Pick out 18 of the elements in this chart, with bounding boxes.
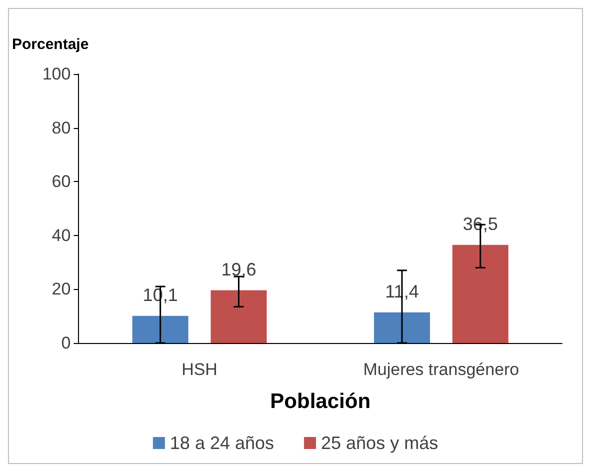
x-tick-label: HSH — [182, 360, 218, 379]
data-label: 36,5 — [462, 214, 498, 234]
bar — [210, 290, 267, 343]
y-tick-label: 40 — [52, 226, 71, 245]
y-tick-label: 60 — [52, 172, 71, 192]
y-tick-label: 80 — [52, 118, 71, 138]
data-label: 19,6 — [221, 259, 256, 280]
y-axis-title: Porcentaje — [12, 36, 89, 53]
bar — [132, 316, 188, 343]
bar — [452, 244, 508, 343]
legend-label: 18 a 24 años — [170, 433, 274, 453]
x-axis-title: Población — [270, 390, 371, 413]
legend-label: 25 años y más — [321, 433, 438, 453]
y-tick-label: 20 — [52, 280, 71, 299]
bar — [374, 312, 430, 343]
x-tick-label: Mujeres transgénero — [363, 360, 520, 379]
y-tick-label: 0 — [61, 334, 71, 352]
y-tick-label: 100 — [42, 64, 71, 84]
